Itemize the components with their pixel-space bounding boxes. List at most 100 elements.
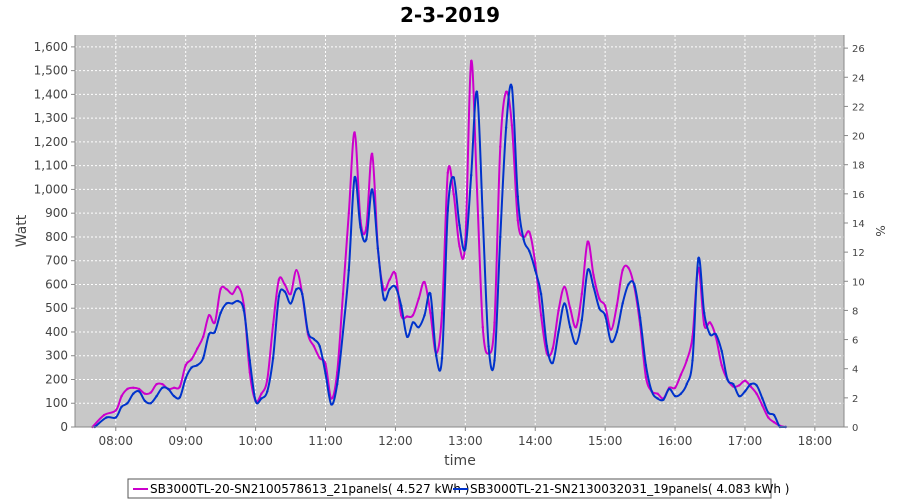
legend-entry-0: SB3000TL-20-SN2100578613_21panels( 4.527… xyxy=(150,482,469,496)
series-1-point-52 xyxy=(405,335,409,338)
series-0-point-51 xyxy=(400,314,403,317)
series-1-point-50 xyxy=(394,285,397,288)
y-tick-label-11: 1,100 xyxy=(34,159,68,173)
series-0-point-67 xyxy=(493,321,496,324)
series-1-point-9 xyxy=(155,394,158,398)
series-1-point-38 xyxy=(324,372,327,375)
series-1-point-21 xyxy=(225,302,228,305)
y-tick-label-10: 1,000 xyxy=(34,182,68,196)
series-0-point-85 xyxy=(598,297,601,300)
series-1-point-18 xyxy=(207,333,211,336)
series-0-point-106 xyxy=(720,364,723,367)
series-1-point-65 xyxy=(481,216,484,220)
series-1-point-3 xyxy=(120,405,123,408)
series-0-point-33 xyxy=(295,269,298,272)
series-0-point-16 xyxy=(196,347,199,350)
series-0-point-80 xyxy=(569,307,572,310)
series-0-point-88 xyxy=(615,304,618,307)
series-0-point-73 xyxy=(528,231,531,234)
series-1-point-56 xyxy=(429,292,432,296)
series-layer xyxy=(91,59,787,429)
series-1-point-27 xyxy=(260,397,263,400)
series-0-point-6 xyxy=(137,387,141,391)
series-1-point-111 xyxy=(749,383,752,386)
series-1-point-43 xyxy=(353,176,356,179)
series-0-point-8 xyxy=(149,391,152,394)
series-1-point-37 xyxy=(318,345,321,348)
x-axis-ticks: 08:00 09:00 10:00 11:00 12:00 13:00 14:00 15:00… xyxy=(98,427,832,448)
series-0-point-65 xyxy=(481,326,484,329)
x-tick-label-0: 08:00 xyxy=(98,434,133,448)
y2-tick-label-10: 20 xyxy=(852,132,865,143)
series-0-point-75 xyxy=(539,314,543,317)
series-1-point-72 xyxy=(522,238,525,241)
series-0-point-10 xyxy=(161,383,164,386)
series-1-point-110 xyxy=(743,390,747,393)
series-1-point-19 xyxy=(213,330,216,334)
y-axis-ticks: 0 100 200 300 400 500 600 700 800 900 1,000 1,100 1,… xyxy=(34,40,75,434)
y2-tick-label-3: 6 xyxy=(852,336,858,347)
series-0-point-113 xyxy=(761,404,764,407)
series-0-point-79 xyxy=(563,285,566,288)
series-1-point-29 xyxy=(271,356,275,360)
series-1-point-90 xyxy=(627,283,630,286)
legend-box xyxy=(127,478,772,499)
series-1-point-30 xyxy=(277,295,281,298)
series-1-point-92 xyxy=(638,316,642,319)
series-0-point-41 xyxy=(341,292,345,296)
series-0-point-110 xyxy=(743,379,747,382)
series-1-point-70 xyxy=(510,86,514,89)
series-1-point-31 xyxy=(283,290,286,293)
series-1-point-106 xyxy=(720,349,723,353)
y-tick-label-15: 1,500 xyxy=(34,64,68,78)
series-1-point-86 xyxy=(603,314,607,317)
series-0-point-77 xyxy=(551,347,554,350)
series-0-point-70 xyxy=(510,124,514,127)
series-1-point-101 xyxy=(691,359,694,362)
y-axis-label: Watt xyxy=(14,214,30,247)
series-0-point-115 xyxy=(772,421,776,424)
series-0-point-114 xyxy=(767,416,770,419)
series-1-point-57 xyxy=(435,354,438,357)
series-1-point-4 xyxy=(126,402,129,405)
series-1-point-58 xyxy=(440,356,444,360)
series-1-point-105 xyxy=(714,333,717,336)
series-1-point-102 xyxy=(697,257,700,260)
series-0-point-9 xyxy=(155,383,158,386)
y2-tick-label-1: 2 xyxy=(852,394,858,405)
series-0-point-30 xyxy=(277,278,281,281)
series-1-point-12 xyxy=(172,394,176,398)
series-1-point-75 xyxy=(539,292,543,296)
x-axis-label: time xyxy=(444,453,476,469)
series-1-point-108 xyxy=(732,383,735,386)
series-0-point-3 xyxy=(120,394,123,398)
x-tick-label-3: 11:00 xyxy=(308,434,343,448)
series-1-point-99 xyxy=(679,392,683,395)
series-1-point-47 xyxy=(376,247,380,250)
series-0-point-12 xyxy=(172,386,176,389)
series-1-point-13 xyxy=(178,396,182,399)
series-0-point-38 xyxy=(324,362,327,366)
series-1-point-45 xyxy=(365,238,368,241)
y2-tick-label-5: 10 xyxy=(852,277,865,288)
series-1-point-103 xyxy=(703,311,706,315)
y-tick-label-6: 600 xyxy=(45,277,68,291)
y-tick-label-8: 800 xyxy=(45,230,68,244)
series-1-point-93 xyxy=(644,364,648,367)
series-0-point-54 xyxy=(417,297,420,300)
series-1-point-96 xyxy=(662,398,665,401)
y-tick-label-9: 900 xyxy=(45,206,68,220)
series-1-point-91 xyxy=(633,283,636,286)
series-1-point-80 xyxy=(569,326,572,329)
series-1-point-59 xyxy=(446,209,449,212)
series-0-point-74 xyxy=(534,261,537,265)
series-1-point-35 xyxy=(306,330,310,334)
series-1-point-34 xyxy=(301,292,304,296)
series-1-point-25 xyxy=(248,359,251,362)
x-tick-label-7: 15:00 xyxy=(588,434,623,448)
legend: SB3000TL-20-SN2100578613_21panels( 4.527… xyxy=(127,478,789,499)
series-0-point-78 xyxy=(557,309,560,312)
series-1-point-63 xyxy=(470,174,473,177)
y-tick-label-3: 300 xyxy=(45,349,68,363)
series-0-point-14 xyxy=(184,364,187,367)
